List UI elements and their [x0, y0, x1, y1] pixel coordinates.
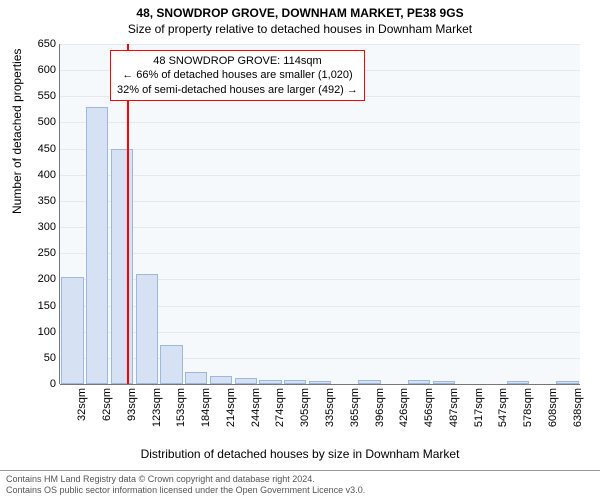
x-tick-label: 305sqm — [299, 388, 311, 427]
annotation-line: ← 66% of detached houses are smaller (1,… — [117, 68, 358, 82]
x-tick-label: 123sqm — [151, 388, 163, 427]
bar — [185, 372, 207, 384]
page-title: 48, SNOWDROP GROVE, DOWNHAM MARKET, PE38… — [0, 0, 600, 20]
x-tick-label: 62sqm — [101, 388, 113, 421]
y-tick-label: 50 — [44, 352, 56, 364]
x-tick-label: 578sqm — [522, 388, 534, 427]
y-tick-label: 300 — [38, 221, 56, 233]
x-tick-label: 153sqm — [175, 388, 187, 427]
y-tick-label: 200 — [38, 273, 56, 285]
x-tick-label: 456sqm — [423, 388, 435, 427]
annotation-line: 48 SNOWDROP GROVE: 114sqm — [117, 54, 358, 68]
y-gridline — [60, 201, 580, 202]
x-axis — [60, 384, 580, 385]
y-gridline — [60, 44, 580, 45]
x-tick-label: 487sqm — [448, 388, 460, 427]
bar — [210, 376, 232, 384]
y-tick-label: 600 — [38, 64, 56, 76]
x-tick-label: 244sqm — [250, 388, 262, 427]
footer-line-2: Contains OS public sector information li… — [6, 485, 594, 497]
x-tick-label: 365sqm — [349, 388, 361, 427]
y-tick-label: 550 — [38, 90, 56, 102]
x-tick-label: 517sqm — [473, 388, 485, 427]
y-tick-label: 500 — [38, 116, 56, 128]
footer-line-1: Contains HM Land Registry data © Crown c… — [6, 474, 594, 486]
x-tick-label: 426sqm — [398, 388, 410, 427]
y-tick-label: 150 — [38, 300, 56, 312]
y-gridline — [60, 175, 580, 176]
annotation-line: 32% of semi-detached houses are larger (… — [117, 83, 358, 97]
x-tick-label: 608sqm — [547, 388, 559, 427]
y-tick-label: 650 — [38, 38, 56, 50]
x-tick-label: 214sqm — [225, 388, 237, 427]
annotation-box: 48 SNOWDROP GROVE: 114sqm← 66% of detach… — [110, 50, 365, 101]
x-axis-label: Distribution of detached houses by size … — [0, 447, 600, 461]
x-tick-label: 93sqm — [126, 388, 138, 421]
y-gridline — [60, 253, 580, 254]
x-tick-label: 396sqm — [374, 388, 386, 427]
x-tick-label: 32sqm — [76, 388, 88, 421]
y-tick-label: 0 — [50, 378, 56, 390]
y-gridline — [60, 227, 580, 228]
chart-area: 0501001502002503003504004505005506006503… — [60, 44, 580, 384]
y-tick-label: 350 — [38, 195, 56, 207]
y-axis-label: Number of detached properties — [10, 49, 24, 214]
bar — [160, 345, 182, 384]
bar — [86, 107, 108, 384]
y-gridline — [60, 149, 580, 150]
bar — [111, 149, 133, 384]
bar — [61, 277, 83, 384]
y-gridline — [60, 122, 580, 123]
x-tick-label: 274sqm — [274, 388, 286, 427]
page-subtitle: Size of property relative to detached ho… — [0, 20, 600, 40]
y-tick-label: 450 — [38, 143, 56, 155]
x-tick-label: 638sqm — [572, 388, 584, 427]
y-axis — [59, 44, 60, 384]
y-tick-label: 100 — [38, 326, 56, 338]
x-tick-label: 335sqm — [324, 388, 336, 427]
x-tick-label: 184sqm — [200, 388, 212, 427]
y-tick-label: 400 — [38, 169, 56, 181]
y-tick-label: 250 — [38, 247, 56, 259]
plot-area: 0501001502002503003504004505005506006503… — [60, 44, 580, 384]
bar — [136, 274, 158, 384]
x-tick-label: 547sqm — [497, 388, 509, 427]
footer: Contains HM Land Registry data © Crown c… — [0, 470, 600, 500]
